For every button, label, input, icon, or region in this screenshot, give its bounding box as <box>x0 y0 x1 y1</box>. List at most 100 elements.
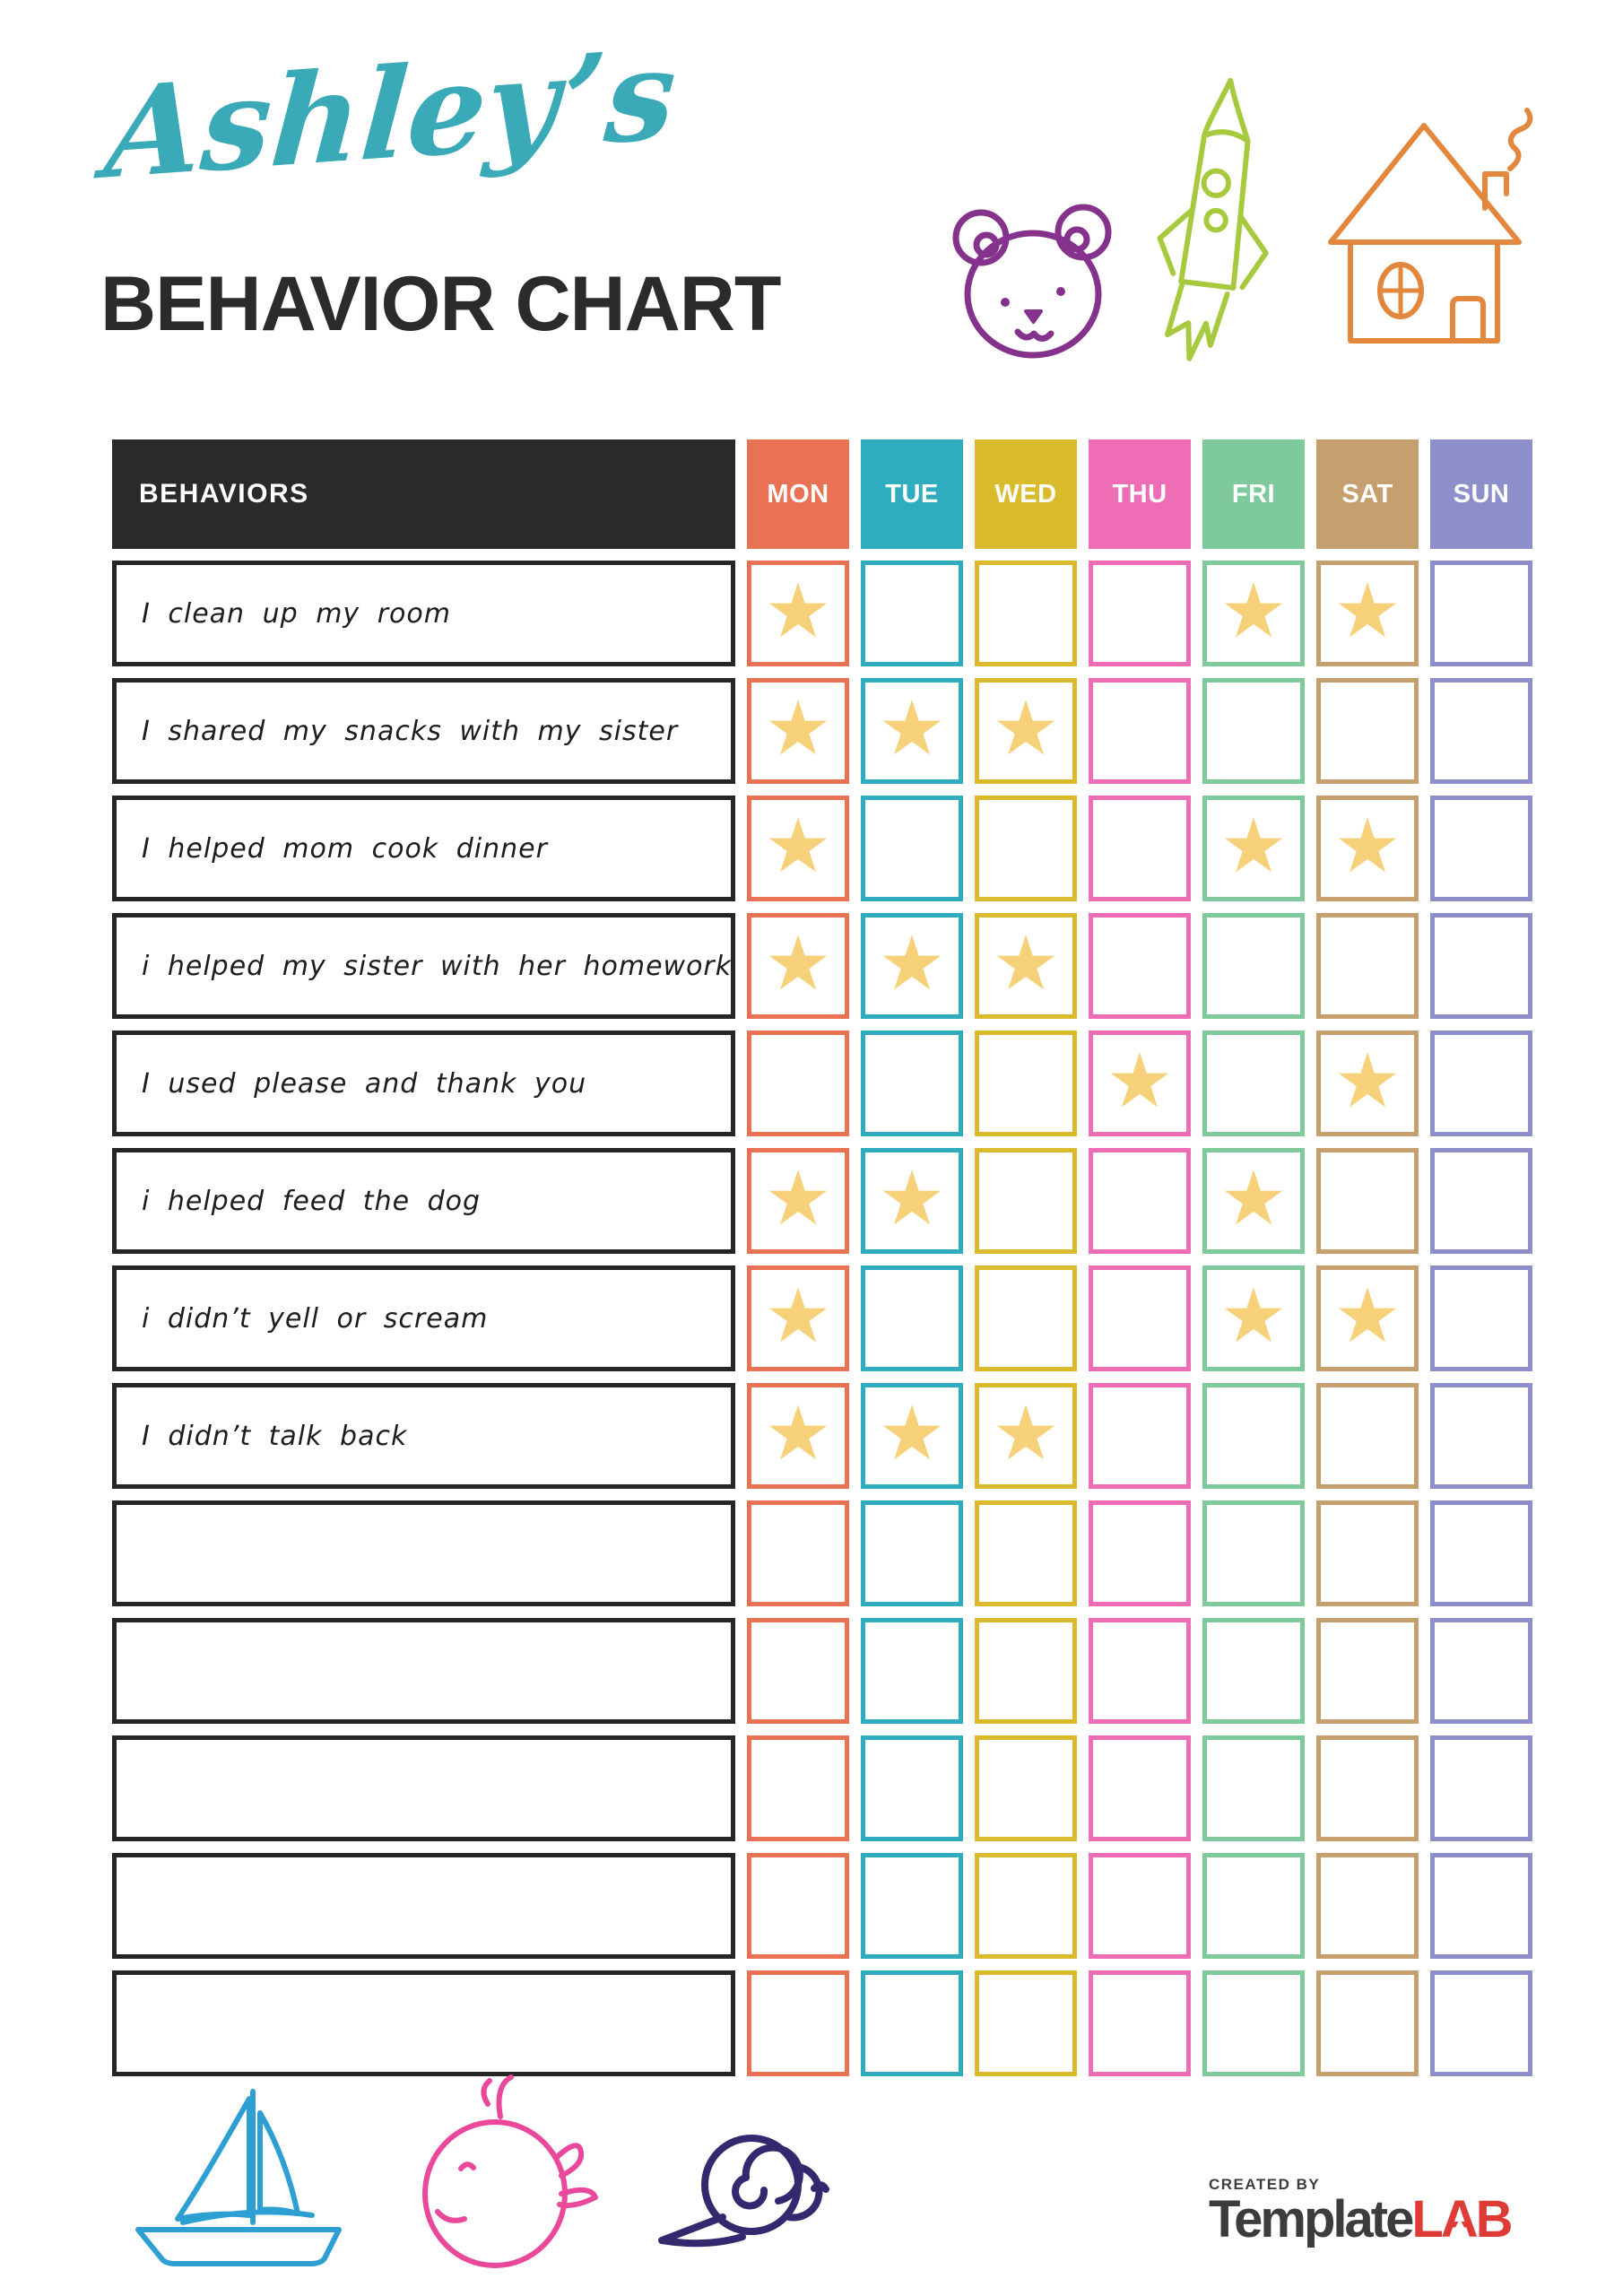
cell-mon-row-8[interactable]: ★ <box>747 1383 849 1489</box>
cell-tue-row-9[interactable] <box>861 1500 963 1606</box>
cell-fri-row-3[interactable]: ★ <box>1202 796 1305 901</box>
cell-sun-row-4[interactable] <box>1430 913 1532 1019</box>
cell-wed-row-3[interactable] <box>975 796 1077 901</box>
cell-thu-row-2[interactable] <box>1089 678 1191 784</box>
cell-fri-row-4[interactable] <box>1202 913 1305 1019</box>
cell-wed-row-9[interactable] <box>975 1500 1077 1606</box>
cell-fri-row-10[interactable] <box>1202 1618 1305 1724</box>
cell-wed-row-1[interactable] <box>975 561 1077 666</box>
cell-mon-row-2[interactable]: ★ <box>747 678 849 784</box>
cell-thu-row-6[interactable] <box>1089 1148 1191 1254</box>
cell-thu-row-8[interactable] <box>1089 1383 1191 1489</box>
cell-fri-row-13[interactable] <box>1202 1970 1305 2076</box>
cell-sun-row-6[interactable] <box>1430 1148 1532 1254</box>
cell-tue-row-5[interactable] <box>861 1031 963 1136</box>
cell-thu-row-3[interactable] <box>1089 796 1191 901</box>
behaviors-column-header: BEHAVIORS <box>112 439 735 549</box>
cell-fri-row-2[interactable] <box>1202 678 1305 784</box>
cell-wed-row-12[interactable] <box>975 1853 1077 1959</box>
cell-sat-row-6[interactable] <box>1316 1148 1419 1254</box>
cell-thu-row-11[interactable] <box>1089 1735 1191 1841</box>
cell-mon-row-13[interactable] <box>747 1970 849 2076</box>
teddy-bear-icon <box>940 196 1130 362</box>
cell-sun-row-1[interactable] <box>1430 561 1532 666</box>
cell-fri-row-7[interactable]: ★ <box>1202 1265 1305 1371</box>
cell-sat-row-9[interactable] <box>1316 1500 1419 1606</box>
cell-sat-row-1[interactable]: ★ <box>1316 561 1419 666</box>
cell-tue-row-1[interactable] <box>861 561 963 666</box>
cell-wed-row-2[interactable]: ★ <box>975 678 1077 784</box>
star-icon: ★ <box>1333 802 1402 890</box>
cell-wed-row-7[interactable] <box>975 1265 1077 1371</box>
star-icon: ★ <box>992 919 1060 1007</box>
cell-thu-row-12[interactable] <box>1089 1853 1191 1959</box>
cell-tue-row-7[interactable] <box>861 1265 963 1371</box>
cell-sat-row-10[interactable] <box>1316 1618 1419 1724</box>
cell-mon-row-9[interactable] <box>747 1500 849 1606</box>
cell-tue-row-11[interactable] <box>861 1735 963 1841</box>
cell-fri-row-5[interactable] <box>1202 1031 1305 1136</box>
cell-tue-row-12[interactable] <box>861 1853 963 1959</box>
cell-sun-row-9[interactable] <box>1430 1500 1532 1606</box>
cell-wed-row-6[interactable] <box>975 1148 1077 1254</box>
cell-sat-row-7[interactable]: ★ <box>1316 1265 1419 1371</box>
cell-mon-row-3[interactable]: ★ <box>747 796 849 901</box>
cell-fri-row-6[interactable]: ★ <box>1202 1148 1305 1254</box>
cell-mon-row-1[interactable]: ★ <box>747 561 849 666</box>
cell-mon-row-6[interactable]: ★ <box>747 1148 849 1254</box>
cell-sat-row-8[interactable] <box>1316 1383 1419 1489</box>
cell-fri-row-11[interactable] <box>1202 1735 1305 1841</box>
cell-fri-row-12[interactable] <box>1202 1853 1305 1959</box>
cell-wed-row-13[interactable] <box>975 1970 1077 2076</box>
cell-tue-row-3[interactable] <box>861 796 963 901</box>
cell-sat-row-3[interactable]: ★ <box>1316 796 1419 901</box>
cell-tue-row-6[interactable]: ★ <box>861 1148 963 1254</box>
cell-sat-row-13[interactable] <box>1316 1970 1419 2076</box>
cell-sun-row-12[interactable] <box>1430 1853 1532 1959</box>
cell-wed-row-11[interactable] <box>975 1735 1077 1841</box>
cell-tue-row-2[interactable]: ★ <box>861 678 963 784</box>
cell-mon-row-7[interactable]: ★ <box>747 1265 849 1371</box>
cell-thu-row-1[interactable] <box>1089 561 1191 666</box>
cell-sun-row-11[interactable] <box>1430 1735 1532 1841</box>
cell-thu-row-4[interactable] <box>1089 913 1191 1019</box>
cell-wed-row-10[interactable] <box>975 1618 1077 1724</box>
cell-tue-row-8[interactable]: ★ <box>861 1383 963 1489</box>
cell-wed-row-5[interactable] <box>975 1031 1077 1136</box>
cell-sun-row-8[interactable] <box>1430 1383 1532 1489</box>
cell-thu-row-5[interactable]: ★ <box>1089 1031 1191 1136</box>
star-icon: ★ <box>764 1272 832 1360</box>
cell-sun-row-3[interactable] <box>1430 796 1532 901</box>
cell-sat-row-12[interactable] <box>1316 1853 1419 1959</box>
cell-thu-row-9[interactable] <box>1089 1500 1191 1606</box>
cell-tue-row-13[interactable] <box>861 1970 963 2076</box>
cell-thu-row-7[interactable] <box>1089 1265 1191 1371</box>
cell-sun-row-10[interactable] <box>1430 1618 1532 1724</box>
cell-mon-row-11[interactable] <box>747 1735 849 1841</box>
cell-sat-row-4[interactable] <box>1316 913 1419 1019</box>
behavior-label-row-10 <box>112 1618 735 1724</box>
cell-thu-row-13[interactable] <box>1089 1970 1191 2076</box>
cell-tue-row-10[interactable] <box>861 1618 963 1724</box>
cell-sun-row-2[interactable] <box>1430 678 1532 784</box>
cell-thu-row-10[interactable] <box>1089 1618 1191 1724</box>
cell-sat-row-5[interactable]: ★ <box>1316 1031 1419 1136</box>
cell-sat-row-11[interactable] <box>1316 1735 1419 1841</box>
cell-mon-row-5[interactable] <box>747 1031 849 1136</box>
cell-mon-row-12[interactable] <box>747 1853 849 1959</box>
behavior-label-row-8: I didn’t talk back <box>112 1383 735 1489</box>
cell-mon-row-4[interactable]: ★ <box>747 913 849 1019</box>
cell-sun-row-7[interactable] <box>1430 1265 1532 1371</box>
cell-sat-row-2[interactable] <box>1316 678 1419 784</box>
cell-wed-row-8[interactable]: ★ <box>975 1383 1077 1489</box>
cell-sun-row-13[interactable] <box>1430 1970 1532 2076</box>
cell-wed-row-4[interactable]: ★ <box>975 913 1077 1019</box>
cell-fri-row-1[interactable]: ★ <box>1202 561 1305 666</box>
cell-fri-row-9[interactable] <box>1202 1500 1305 1606</box>
cell-tue-row-4[interactable]: ★ <box>861 913 963 1019</box>
star-icon: ★ <box>764 567 832 655</box>
cell-fri-row-8[interactable] <box>1202 1383 1305 1489</box>
cell-sun-row-5[interactable] <box>1430 1031 1532 1136</box>
cell-mon-row-10[interactable] <box>747 1618 849 1724</box>
